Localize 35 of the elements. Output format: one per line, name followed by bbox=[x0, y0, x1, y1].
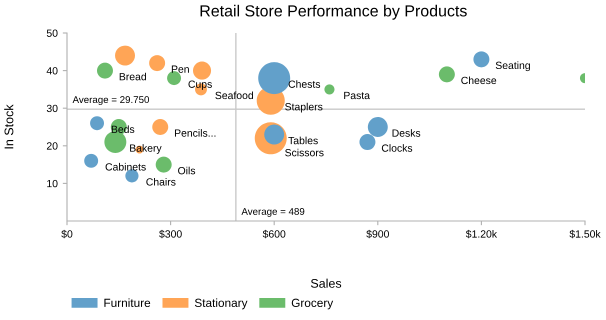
annotation: Oils bbox=[178, 166, 196, 174]
y-tick-label: 30 bbox=[46, 104, 58, 112]
annotation: Scissors bbox=[285, 148, 324, 156]
chart-title: Retail Store Performance by Products bbox=[200, 4, 467, 20]
x-tick-label: $900 bbox=[366, 230, 389, 238]
annotation: Tables bbox=[288, 136, 318, 144]
y-tick-label: 20 bbox=[46, 142, 58, 150]
x-axis-title: Sales bbox=[310, 278, 342, 288]
y-axis-title: In Stock bbox=[4, 104, 14, 148]
annotation: Pasta bbox=[344, 92, 370, 100]
y-tick-label: 40 bbox=[46, 67, 58, 74]
legend-label: Stationary bbox=[194, 298, 248, 310]
x-tick-label: $1.50k bbox=[569, 230, 601, 238]
annotation: Cheese bbox=[461, 76, 496, 84]
annotation: Bread bbox=[120, 72, 146, 80]
y-tick-label: 10 bbox=[47, 180, 58, 188]
x-tick-label: $300 bbox=[159, 230, 182, 238]
annotation: Seating bbox=[496, 61, 530, 72]
y-tick-label: 50 bbox=[46, 30, 58, 37]
annotation: Pen bbox=[172, 66, 189, 73]
annotation: Chairs bbox=[146, 178, 176, 186]
annotation: Clocks bbox=[382, 144, 412, 152]
ref-line-label: Average = 29.750 bbox=[72, 96, 150, 105]
annotation: Chests bbox=[288, 80, 320, 88]
annotation: Seafood bbox=[215, 91, 254, 100]
x-tick-label: $600 bbox=[262, 230, 286, 238]
legend-label: Furniture bbox=[104, 298, 150, 308]
x-tick-label: $1.20k bbox=[466, 230, 498, 238]
annotation: Desks bbox=[392, 129, 420, 137]
annotation: Cabinets bbox=[106, 162, 146, 171]
annotation: Staplers bbox=[285, 102, 322, 112]
x-tick-label: $0 bbox=[61, 230, 72, 238]
legend-label: Grocery bbox=[292, 298, 334, 310]
ref-line-label: Average = 489 bbox=[241, 208, 304, 217]
annotation: Pencils... bbox=[174, 129, 216, 137]
